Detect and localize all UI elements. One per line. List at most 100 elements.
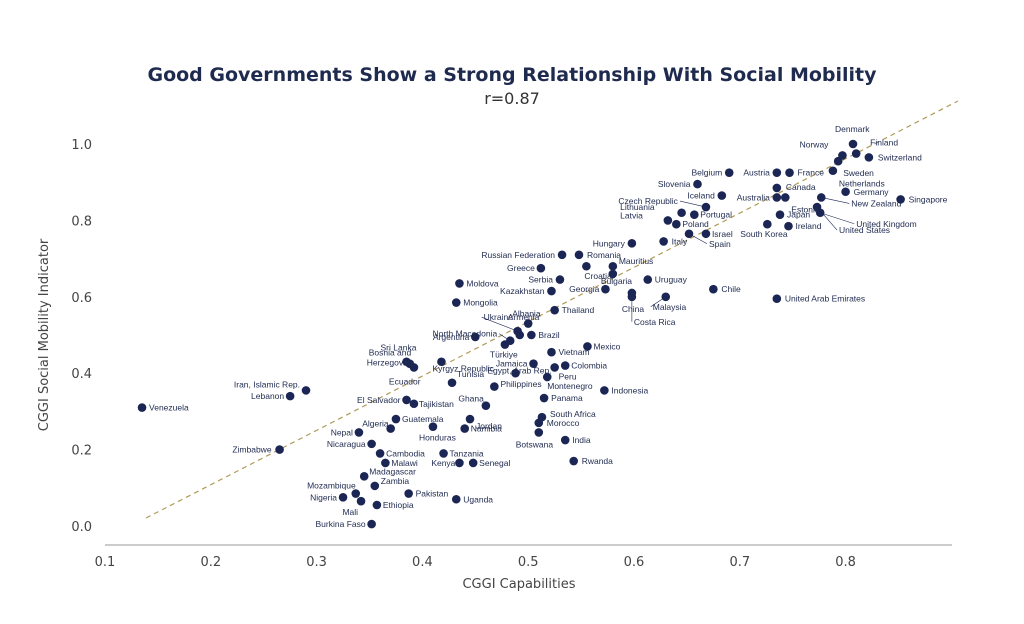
- point-pakistan: [404, 489, 413, 498]
- point-nepal: [354, 428, 364, 437]
- point-sweden: [833, 156, 843, 166]
- point-finland: [851, 149, 861, 158]
- label-albania: Albania: [512, 309, 541, 319]
- point-croatia: [582, 261, 591, 271]
- point-peru: [550, 363, 559, 372]
- point-tajikistan: [409, 399, 419, 409]
- point-colombia: [560, 361, 570, 370]
- point-rwanda: [569, 456, 578, 466]
- point-ireland: [784, 221, 793, 231]
- point-egypt-arab-rep: [490, 382, 499, 391]
- label-jordan: Jordan: [476, 421, 502, 431]
- label-estonia: Estonia: [791, 204, 820, 214]
- point-georgia: [601, 284, 610, 294]
- point-malawi: [381, 458, 390, 468]
- label-mozambique: Mozambique: [307, 481, 356, 491]
- label-uruguay: Uruguay: [655, 275, 688, 285]
- label-tunisia: Tunisia: [457, 369, 484, 379]
- label-montenegro: Montenegro: [547, 381, 593, 391]
- point-thailand: [550, 305, 559, 315]
- label-iceland: Iceland: [687, 191, 715, 201]
- x-tick-label: 0.8: [835, 555, 856, 570]
- leader-line-malaysia: [650, 296, 666, 308]
- label-zimbabwe: Zimbabwe: [232, 445, 271, 455]
- point-zambia: [370, 481, 380, 491]
- label-tajikistan: Tajikistan: [419, 399, 454, 409]
- point-australia: [772, 193, 782, 202]
- label-latvia: Latvia: [620, 210, 643, 220]
- point-mozambique: [351, 489, 361, 498]
- point-ethiopia: [372, 500, 382, 510]
- point-jamaica: [529, 359, 538, 368]
- point-namibia: [460, 424, 470, 433]
- x-tick-label: 0.5: [518, 555, 539, 570]
- label-lebanon: Lebanon: [251, 391, 284, 401]
- label-cambodia: Cambodia: [386, 448, 425, 458]
- label-bosnia-and-herzegovina: Bosnia and Herzegovina: [367, 348, 415, 368]
- label-switzerland: Switzerland: [878, 152, 922, 162]
- leader-line-ukraine: [481, 316, 518, 332]
- label-united-kingdom: United Kingdom: [856, 219, 916, 229]
- chart-subtitle: r=0.87: [484, 89, 540, 108]
- label-italy: Italy: [672, 236, 688, 246]
- point-latvia: [663, 216, 673, 225]
- label-czech-republic: Czech Republic: [618, 196, 678, 206]
- point-cambodia: [375, 449, 385, 458]
- label-nepal: Nepal: [331, 427, 353, 437]
- point-lithuania: [677, 208, 686, 218]
- label-ukraine: Ukraine: [484, 312, 514, 322]
- leader-line-united-kingdom: [820, 212, 855, 225]
- point-zimbabwe: [275, 445, 284, 454]
- point-panama: [539, 393, 549, 403]
- leader-line-spain: [688, 233, 708, 245]
- label-sri-lanka: Sri Lanka: [381, 343, 417, 353]
- x-tick-label: 0.7: [729, 555, 750, 570]
- label-ireland: Ireland: [795, 221, 821, 231]
- label-indonesia: Indonesia: [611, 385, 648, 395]
- x-tick-label: 0.2: [200, 555, 221, 570]
- point-t-rkiye: [500, 340, 510, 349]
- point-france: [785, 168, 794, 177]
- point-burkina-faso: [367, 519, 376, 529]
- label-south-africa: South Africa: [550, 409, 596, 419]
- label-vietnam: Vietnam: [558, 347, 589, 357]
- label-nigeria: Nigeria: [310, 492, 337, 502]
- point-iran-islamic-rep: [301, 386, 311, 395]
- point-bulgaria: [608, 269, 618, 279]
- leader-line-czech-republic: [679, 200, 707, 208]
- label-kenya: Kenya: [431, 458, 455, 468]
- x-tick-label: 0.6: [624, 555, 645, 570]
- label-botswana: Botswana: [516, 439, 554, 449]
- label-argentina: Argentina: [433, 332, 470, 342]
- point-algeria: [386, 424, 395, 433]
- point-united-arab-emirates: [772, 294, 782, 304]
- label-israel: Israel: [712, 229, 733, 239]
- point-senegal: [468, 458, 478, 468]
- label-ecuador: Ecuador: [389, 376, 421, 386]
- label-t-rkiye: Türkiye: [490, 350, 518, 360]
- point-israel: [701, 229, 711, 239]
- label-malawi: Malawi: [391, 458, 418, 468]
- label-mongolia: Mongolia: [463, 298, 498, 308]
- label-ghana: Ghana: [458, 394, 484, 404]
- leader-line-north-macedonia: [499, 333, 511, 341]
- label-sweden: Sweden: [843, 168, 874, 178]
- point-singapore: [896, 195, 905, 204]
- label-portugal: Portugal: [700, 210, 732, 220]
- label-kyrgyz-republic: Kyrgyz Republic: [432, 364, 494, 374]
- point-tanzania: [439, 449, 448, 458]
- label-uganda: Uganda: [463, 494, 493, 504]
- label-georgia: Georgia: [569, 284, 600, 294]
- chart-title: Good Governments Show a Strong Relations…: [147, 64, 877, 86]
- label-lithuania: Lithuania: [620, 202, 655, 212]
- label-colombia: Colombia: [571, 361, 607, 371]
- label-new-zealand: New Zealand: [851, 198, 901, 208]
- point-montenegro: [542, 372, 552, 382]
- point-madagascar: [359, 472, 369, 481]
- point-greece: [536, 263, 546, 273]
- point-uganda: [451, 494, 461, 504]
- point-iceland: [717, 191, 727, 200]
- label-canada: Canada: [786, 182, 816, 192]
- point-poland: [672, 219, 681, 229]
